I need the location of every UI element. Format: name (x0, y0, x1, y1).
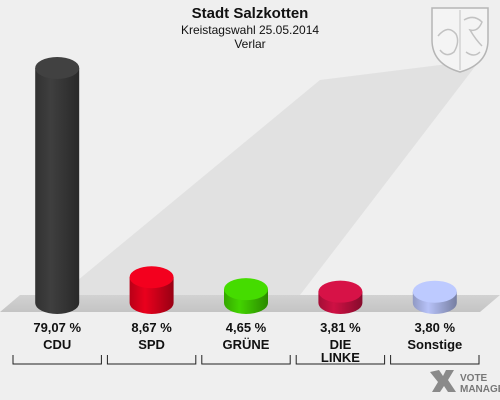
chart-subtitle: Kreistagswahl 25.05.2014 (181, 23, 319, 37)
category-label-5: Sonstige (407, 337, 462, 352)
bar-1 (35, 57, 80, 314)
watermark-vote: VOTE (460, 373, 488, 384)
category-bracket-3 (201, 355, 291, 365)
bar-2 (129, 266, 174, 314)
bar-top-2 (129, 266, 174, 289)
category-bracket-2 (106, 355, 197, 365)
bar-top-5 (412, 280, 457, 303)
category-bracket-4 (295, 355, 386, 365)
value-label-3: 4,65 % (226, 320, 267, 335)
category-label-3: GRÜNE (223, 337, 270, 352)
bar-4 (318, 280, 363, 314)
votemanager-logo-icon (430, 370, 456, 392)
value-label-2: 8,67 % (131, 320, 172, 335)
value-label-4: 3,81 % (320, 320, 361, 335)
chart-shadow-wedge (60, 60, 480, 295)
value-label-1: 79,07 % (33, 320, 81, 335)
category-bracket-1 (12, 355, 102, 365)
bar-group (35, 57, 457, 314)
category-label-1: CDU (43, 337, 71, 352)
bar-top-4 (318, 280, 363, 303)
watermark-manager: MANAGER (460, 384, 500, 395)
value-label-5: 3,80 % (415, 320, 456, 335)
bar-3 (224, 278, 268, 314)
category-label-2: SPD (138, 337, 165, 352)
category-bracket-5 (390, 355, 480, 365)
chart-subtitle-location: Verlar (234, 37, 265, 51)
chart-title: Stadt Salzkotten (192, 5, 309, 22)
bar-top-1 (35, 57, 80, 79)
bar-5 (412, 280, 457, 314)
bar-body-1 (35, 68, 80, 314)
category-label-4-1: DIE (330, 337, 352, 352)
coat-of-arms-icon (431, 7, 489, 73)
value-label-group: 79,07 % 8,67 % 4,65 % 3,81 % 3,80 % (33, 320, 455, 335)
bar-top-3 (224, 278, 268, 301)
category-label-4-2: LINKE (321, 350, 360, 365)
